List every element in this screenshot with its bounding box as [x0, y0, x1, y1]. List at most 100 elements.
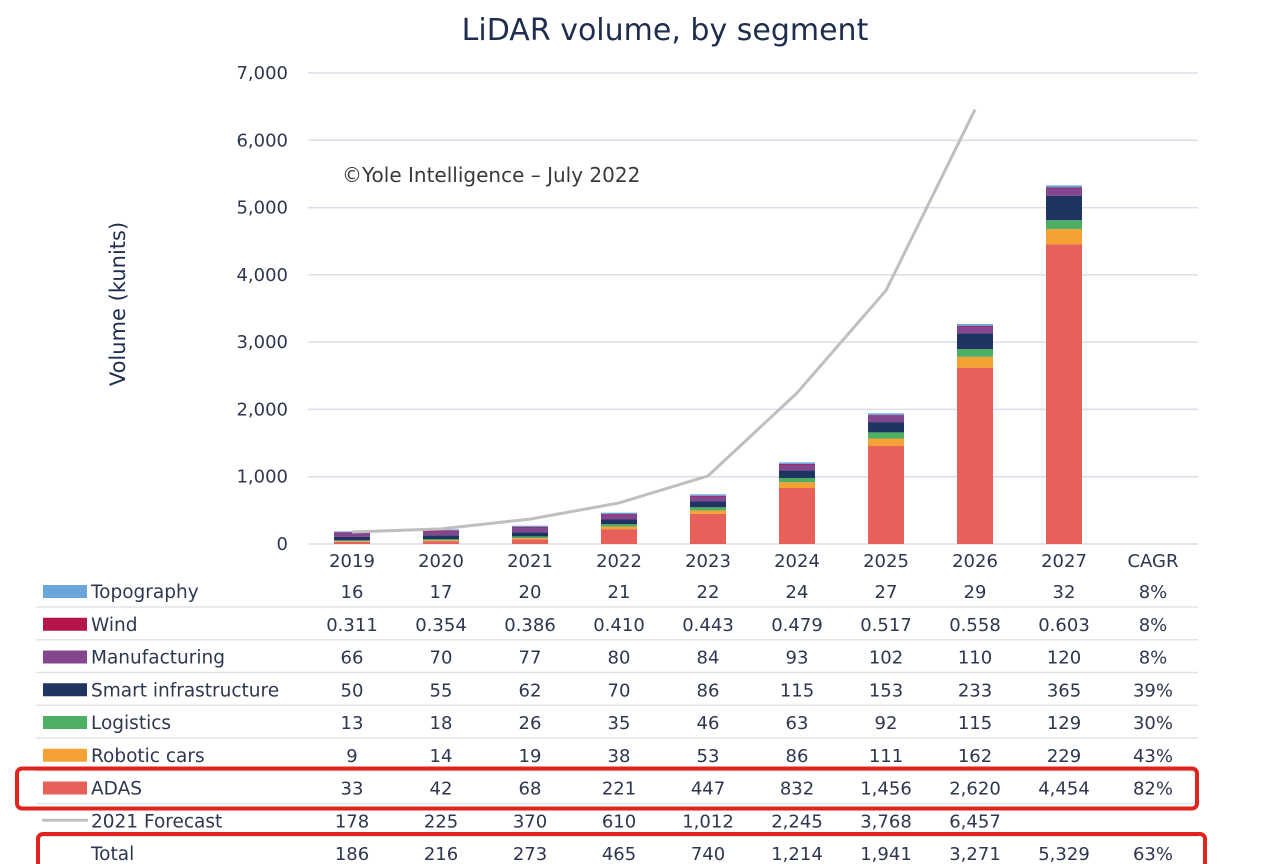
bar-segment-manufacturing [690, 495, 726, 502]
bar-segment-wind [1046, 187, 1082, 189]
bar-segment-logistics [690, 507, 726, 511]
bar-stack-2023 [690, 494, 726, 544]
cell-value: 86 [697, 680, 720, 701]
cell-value: 115 [780, 680, 814, 701]
bar-stacks [334, 185, 1082, 544]
bar-segment-manufacturing [957, 325, 993, 334]
cell-value: 0.558 [949, 615, 1001, 636]
cell-value: 832 [780, 779, 814, 800]
cagr-value: 30% [1133, 713, 1173, 734]
x-tick-label: 2022 [596, 551, 642, 572]
x-tick-label: 2024 [774, 551, 820, 572]
x-tick-label: 2019 [329, 551, 375, 572]
cell-value: 16 [341, 582, 364, 603]
chart-title: LiDAR volume, by segment [462, 13, 869, 48]
gridlines [308, 72, 1198, 545]
cell-value: 0.479 [771, 615, 823, 636]
row-label: Topography [90, 582, 199, 603]
cagr-value: 8% [1139, 582, 1168, 603]
cell-value: 46 [697, 713, 720, 734]
bar-segment-adas [868, 446, 904, 544]
y-tick-label: 2,000 [236, 399, 288, 420]
cell-value: 3,768 [860, 811, 912, 832]
cell-value: 178 [335, 811, 369, 832]
table-row-total: Total 186 216 273 465 740 1,214 1,941 3,271 5,329… [36, 832, 1207, 864]
cell-value: 1,214 [771, 844, 823, 864]
cell-value: 233 [958, 680, 992, 701]
cell-value: 465 [602, 844, 636, 864]
highlight-box [36, 832, 1207, 864]
y-tick-label: 3,000 [236, 332, 288, 353]
legend-swatch [43, 748, 87, 762]
cagr-value: 82% [1133, 779, 1173, 800]
bar-segment-logistics [601, 524, 637, 527]
bar-segment-smart-infrastructure [423, 535, 459, 540]
bar-segment-manufacturing [601, 514, 637, 520]
bar-stack-2019 [334, 531, 370, 544]
table-row-topography: Topography 16 17 20 21 22 24 27 29 32 8% [36, 582, 1198, 608]
cell-value: 80 [608, 648, 631, 669]
y-tick-label: 5,000 [236, 198, 288, 219]
bar-segment-adas [957, 367, 993, 544]
bar-segment-wind [601, 514, 637, 515]
legend-swatch [43, 617, 87, 631]
bar-segment-robotic-cars [957, 356, 993, 368]
forecast-line [351, 108, 977, 534]
bar-segment-manufacturing [423, 530, 459, 536]
bar-segment-topography [1046, 185, 1082, 188]
data-table: Topography 16 17 20 21 22 24 27 29 32 8% Wind 0.311 0… [15, 582, 1207, 864]
bar-stack-2024 [779, 462, 815, 544]
cell-value: 33 [341, 779, 364, 800]
bar-segment-logistics [1046, 220, 1082, 229]
bar-stack-2025 [868, 413, 904, 544]
bar-segment-robotic-cars [868, 438, 904, 447]
bar-segment-manufacturing [779, 463, 815, 471]
bar-segment-adas [423, 541, 459, 544]
cell-value: 2,245 [771, 811, 823, 832]
cell-value: 610 [602, 811, 636, 832]
cell-value: 0.354 [415, 615, 467, 636]
cell-value: 22 [697, 582, 720, 603]
cell-value: 225 [424, 811, 458, 832]
bar-stack-2020 [423, 529, 459, 544]
table-row-logistics: Logistics 13 18 26 35 46 63 92 115 129 30% [36, 713, 1198, 739]
cell-value: 115 [958, 713, 992, 734]
bar-segment-topography [601, 512, 637, 515]
cell-value: 50 [341, 680, 364, 701]
bar-segment-topography [512, 525, 548, 528]
cell-value: 27 [875, 582, 898, 603]
bar-segment-smart-infrastructure [512, 532, 548, 537]
y-tick-label: 1,000 [236, 467, 288, 488]
cagr-value: 63% [1133, 844, 1173, 864]
y-axis-ticks: 0 1,000 2,000 3,000 4,000 5,000 6,000 7,000 [236, 63, 288, 555]
row-label: Wind [91, 615, 138, 636]
bar-segment-robotic-cars [690, 510, 726, 514]
cell-value: 162 [958, 746, 992, 767]
bar-segment-wind [512, 527, 548, 528]
copyright-annotation: ©Yole Intelligence – July 2022 [342, 163, 640, 187]
legend-swatch [43, 683, 87, 697]
table-row-manufacturing: Manufacturing 66 70 77 80 84 93 102 110 120 8% [36, 648, 1198, 674]
cell-value: 740 [691, 844, 725, 864]
cell-value: 70 [608, 680, 631, 701]
cell-value: 68 [519, 779, 542, 800]
cell-value: 93 [786, 648, 809, 669]
cell-value: 3,271 [949, 844, 1001, 864]
row-label: Total [90, 844, 134, 864]
bar-segment-smart-infrastructure [868, 422, 904, 433]
cell-value: 70 [430, 648, 453, 669]
bar-segment-logistics [779, 477, 815, 483]
x-axis-ticks: 2019 2020 2021 2022 2023 2024 2025 2026 2027 CAGR [329, 551, 1178, 572]
cagr-value: 39% [1133, 680, 1173, 701]
cell-value: 129 [1047, 713, 1081, 734]
bar-segment-adas [512, 539, 548, 544]
cell-value: 0.311 [326, 615, 378, 636]
bar-segment-robotic-cars [779, 482, 815, 489]
bar-segment-logistics [868, 432, 904, 439]
cell-value: 14 [430, 746, 453, 767]
bar-segment-adas [779, 488, 815, 544]
bar-segment-robotic-cars [423, 540, 459, 542]
x-tick-label: 2020 [418, 551, 464, 572]
bar-segment-robotic-cars [334, 541, 370, 542]
